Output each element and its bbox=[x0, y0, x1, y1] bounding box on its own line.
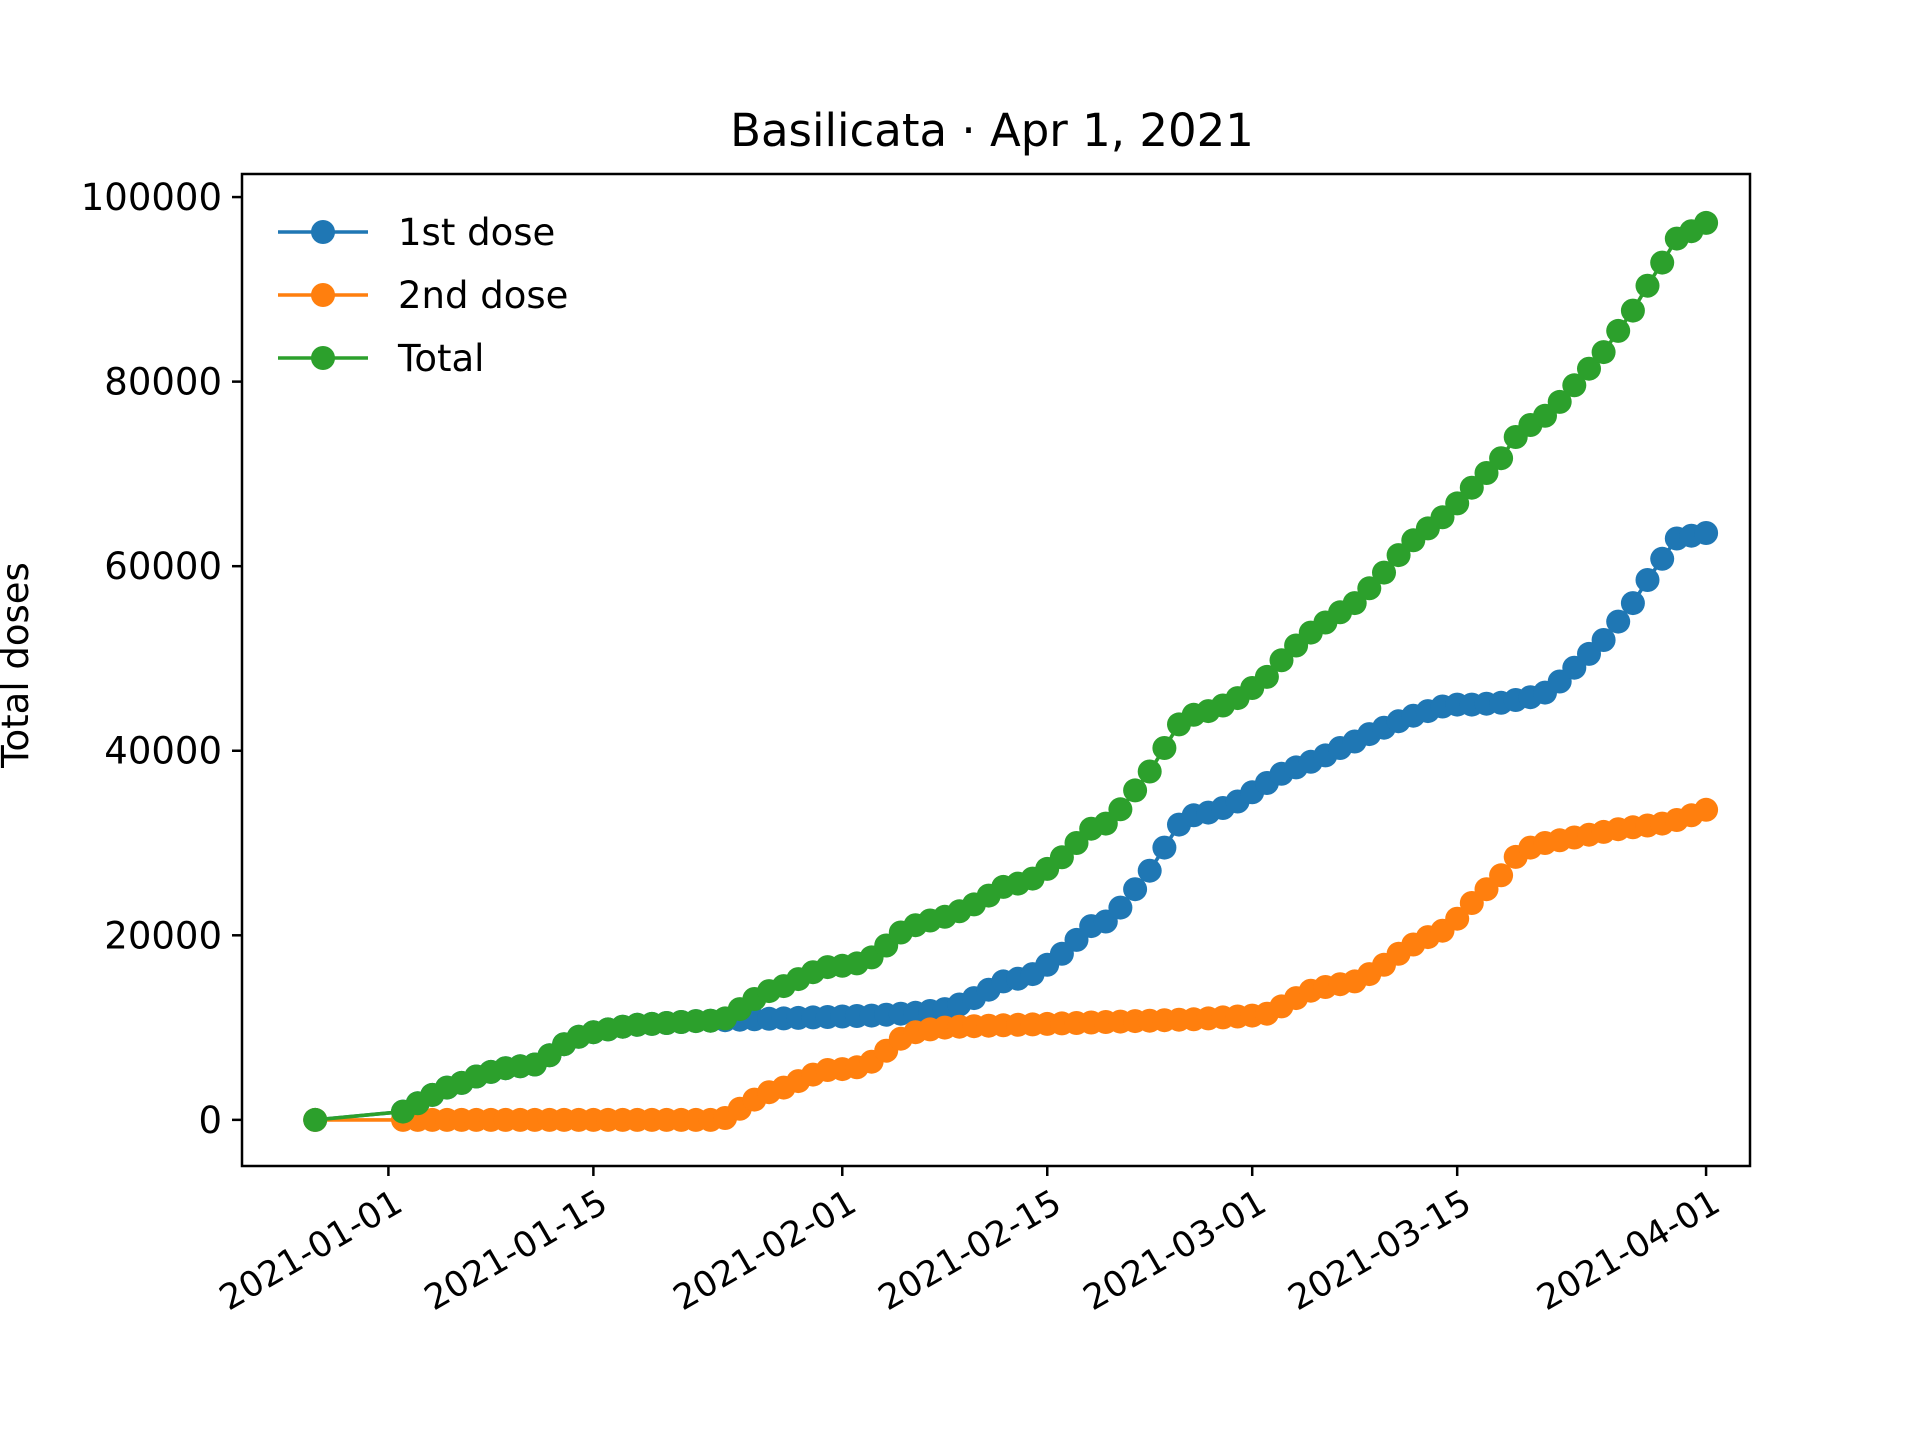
data-point bbox=[1137, 858, 1162, 883]
data-point bbox=[1635, 568, 1660, 592]
data-point bbox=[1064, 831, 1089, 855]
data-point bbox=[1357, 576, 1382, 601]
y-tick-label: 60000 bbox=[104, 545, 222, 588]
data-point bbox=[1152, 736, 1177, 760]
data-point bbox=[1108, 797, 1133, 822]
data-point bbox=[1694, 797, 1719, 822]
series-total bbox=[303, 210, 1719, 1132]
data-point bbox=[1372, 560, 1396, 585]
series-layer bbox=[303, 210, 1719, 1132]
legend-label: 1st dose bbox=[398, 211, 555, 254]
y-axis-label: Total doses bbox=[0, 562, 37, 769]
data-point bbox=[1591, 340, 1616, 365]
data-point bbox=[1123, 778, 1148, 803]
data-point bbox=[1591, 628, 1616, 652]
data-point bbox=[1459, 475, 1484, 500]
data-point bbox=[1650, 546, 1675, 571]
data-point bbox=[1547, 389, 1572, 414]
data-point bbox=[303, 1107, 328, 1132]
data-point bbox=[1445, 906, 1470, 931]
legend-label: Total bbox=[397, 337, 484, 380]
plot-frame bbox=[240, 172, 1752, 1168]
data-point bbox=[1606, 318, 1631, 343]
data-point bbox=[1577, 356, 1601, 381]
y-tick-label: 20000 bbox=[104, 914, 222, 957]
data-point bbox=[1108, 895, 1133, 920]
legend-marker bbox=[311, 346, 335, 370]
legend-item: Total bbox=[278, 337, 484, 380]
y-tick-label: 80000 bbox=[104, 361, 222, 404]
legend-item: 2nd dose bbox=[278, 274, 568, 317]
data-point bbox=[1152, 835, 1177, 860]
data-point bbox=[1694, 521, 1719, 545]
data-point bbox=[1474, 461, 1499, 485]
data-point bbox=[1620, 298, 1645, 323]
data-point bbox=[1489, 446, 1514, 471]
data-point bbox=[1562, 373, 1587, 398]
data-point bbox=[1269, 648, 1294, 673]
data-point bbox=[1620, 591, 1645, 616]
y-tick-label: 100000 bbox=[81, 176, 222, 219]
data-point bbox=[1606, 609, 1631, 634]
legend-label: 2nd dose bbox=[398, 274, 568, 317]
series-2nd-dose bbox=[303, 797, 1719, 1132]
y-tick-label: 40000 bbox=[104, 730, 222, 773]
data-point bbox=[1489, 863, 1514, 888]
legend-marker bbox=[311, 283, 335, 307]
legend-marker bbox=[311, 220, 335, 244]
data-point bbox=[1386, 543, 1411, 568]
y-axis: 0 20000 40000 60000 80000 100000 bbox=[81, 176, 242, 1142]
legend-item: 1st dose bbox=[278, 211, 555, 254]
data-point bbox=[1342, 591, 1367, 616]
data-point bbox=[1650, 250, 1675, 275]
legend: 1st dose 2nd dose Total bbox=[278, 211, 568, 380]
data-point bbox=[1635, 273, 1660, 298]
data-point bbox=[1445, 491, 1470, 516]
data-point bbox=[1137, 759, 1162, 784]
data-point bbox=[1694, 210, 1719, 235]
chart-title: Basilicata · Apr 1, 2021 bbox=[730, 104, 1254, 157]
data-point bbox=[1254, 664, 1279, 689]
data-point bbox=[1123, 877, 1148, 902]
y-tick-label: 0 bbox=[198, 1099, 222, 1142]
